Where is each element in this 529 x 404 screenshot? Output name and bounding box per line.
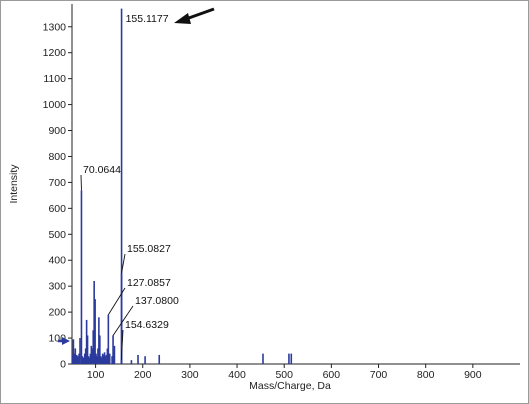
y-tick-label: 600 [48, 203, 66, 215]
x-axis-title: Mass/Charge, Da [249, 380, 331, 392]
peak-label: 70.0644 [83, 164, 121, 176]
x-tick-label: 500 [275, 369, 293, 381]
peak-series [72, 8, 293, 364]
peak-label-leader [121, 253, 126, 274]
x-tick-label: 200 [134, 369, 152, 381]
y-tick-label: 900 [48, 125, 66, 137]
x-tick-label: 400 [228, 369, 246, 381]
y-tick-label: 500 [48, 229, 66, 241]
baseline-marker-icon [58, 337, 70, 345]
peak-annotations: 155.1177 70.0644 155.0827 127.0857 137.0800 1… [80, 13, 179, 361]
x-tick-label: 600 [323, 369, 341, 381]
y-tick-label: 300 [48, 281, 66, 293]
x-tick-label: 700 [370, 369, 388, 381]
y-tick-label: 1000 [43, 99, 67, 111]
peak-label: 155.0827 [127, 243, 171, 255]
peak-label: 137.0800 [135, 295, 179, 307]
peak-label-leader [112, 305, 134, 336]
y-tick-label: 700 [48, 177, 66, 189]
y-tick-label: 1100 [43, 73, 66, 85]
y-axis-title: Intensity [8, 164, 20, 204]
y-tick-label: 200 [48, 307, 66, 319]
x-tick-label: 300 [181, 369, 199, 381]
y-axis: 0100200300400500600700800900100011001200… [43, 4, 73, 371]
base-peak-arrow-icon [174, 7, 215, 24]
x-tick-label: 800 [417, 369, 435, 381]
y-tick-label: 1200 [43, 47, 67, 59]
peak-label: 155.1177 [126, 13, 169, 25]
peak-label: 154.6329 [125, 319, 169, 331]
peak-label-leader [120, 329, 124, 361]
peak-label: 127.0857 [127, 277, 171, 289]
y-tick-label: 800 [48, 151, 66, 163]
x-tick-label: 100 [87, 369, 105, 381]
y-tick-label: 400 [48, 255, 66, 267]
x-tick-label: 900 [464, 369, 482, 381]
x-axis: 100 200 300 400 500 600 700 800 900 [72, 363, 520, 381]
peak-label-leader [107, 287, 126, 315]
y-tick-label: 1300 [43, 21, 67, 33]
y-tick-label: 0 [60, 359, 66, 371]
